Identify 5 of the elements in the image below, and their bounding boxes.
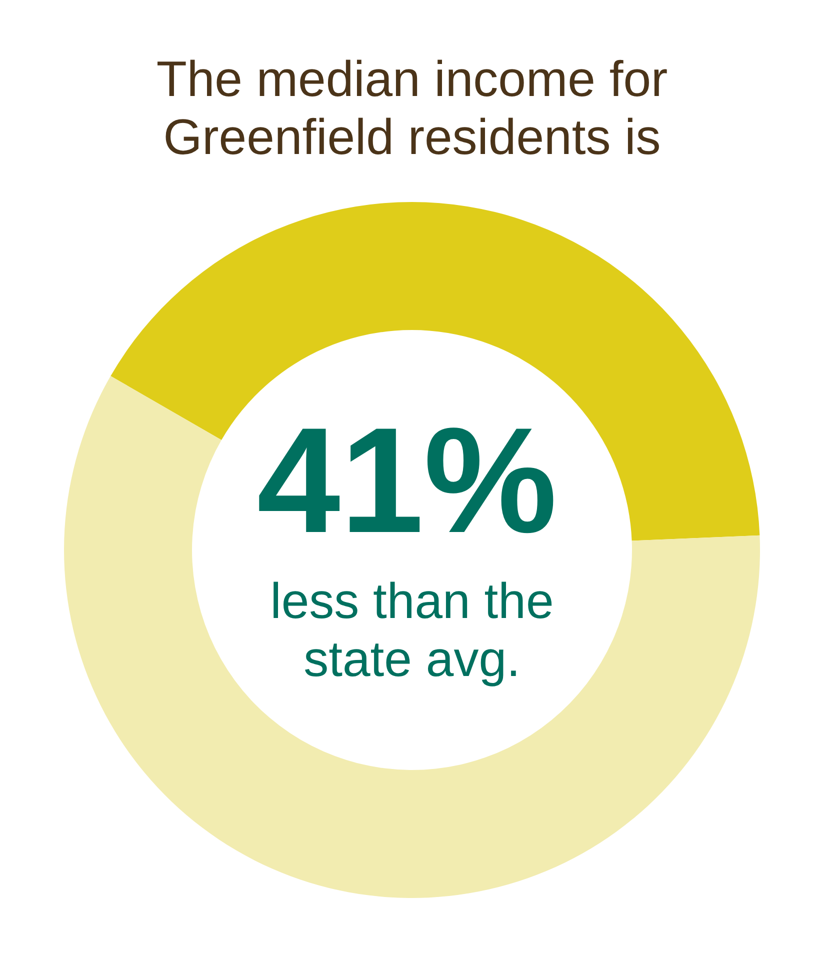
chart-title: The median income for Greenfield residents is — [155, 50, 669, 166]
data-label: 41% — [256, 396, 558, 564]
donut-slice — [110, 202, 760, 541]
text: less than the state avg. — [269, 572, 555, 688]
donut-slice — [64, 376, 760, 898]
